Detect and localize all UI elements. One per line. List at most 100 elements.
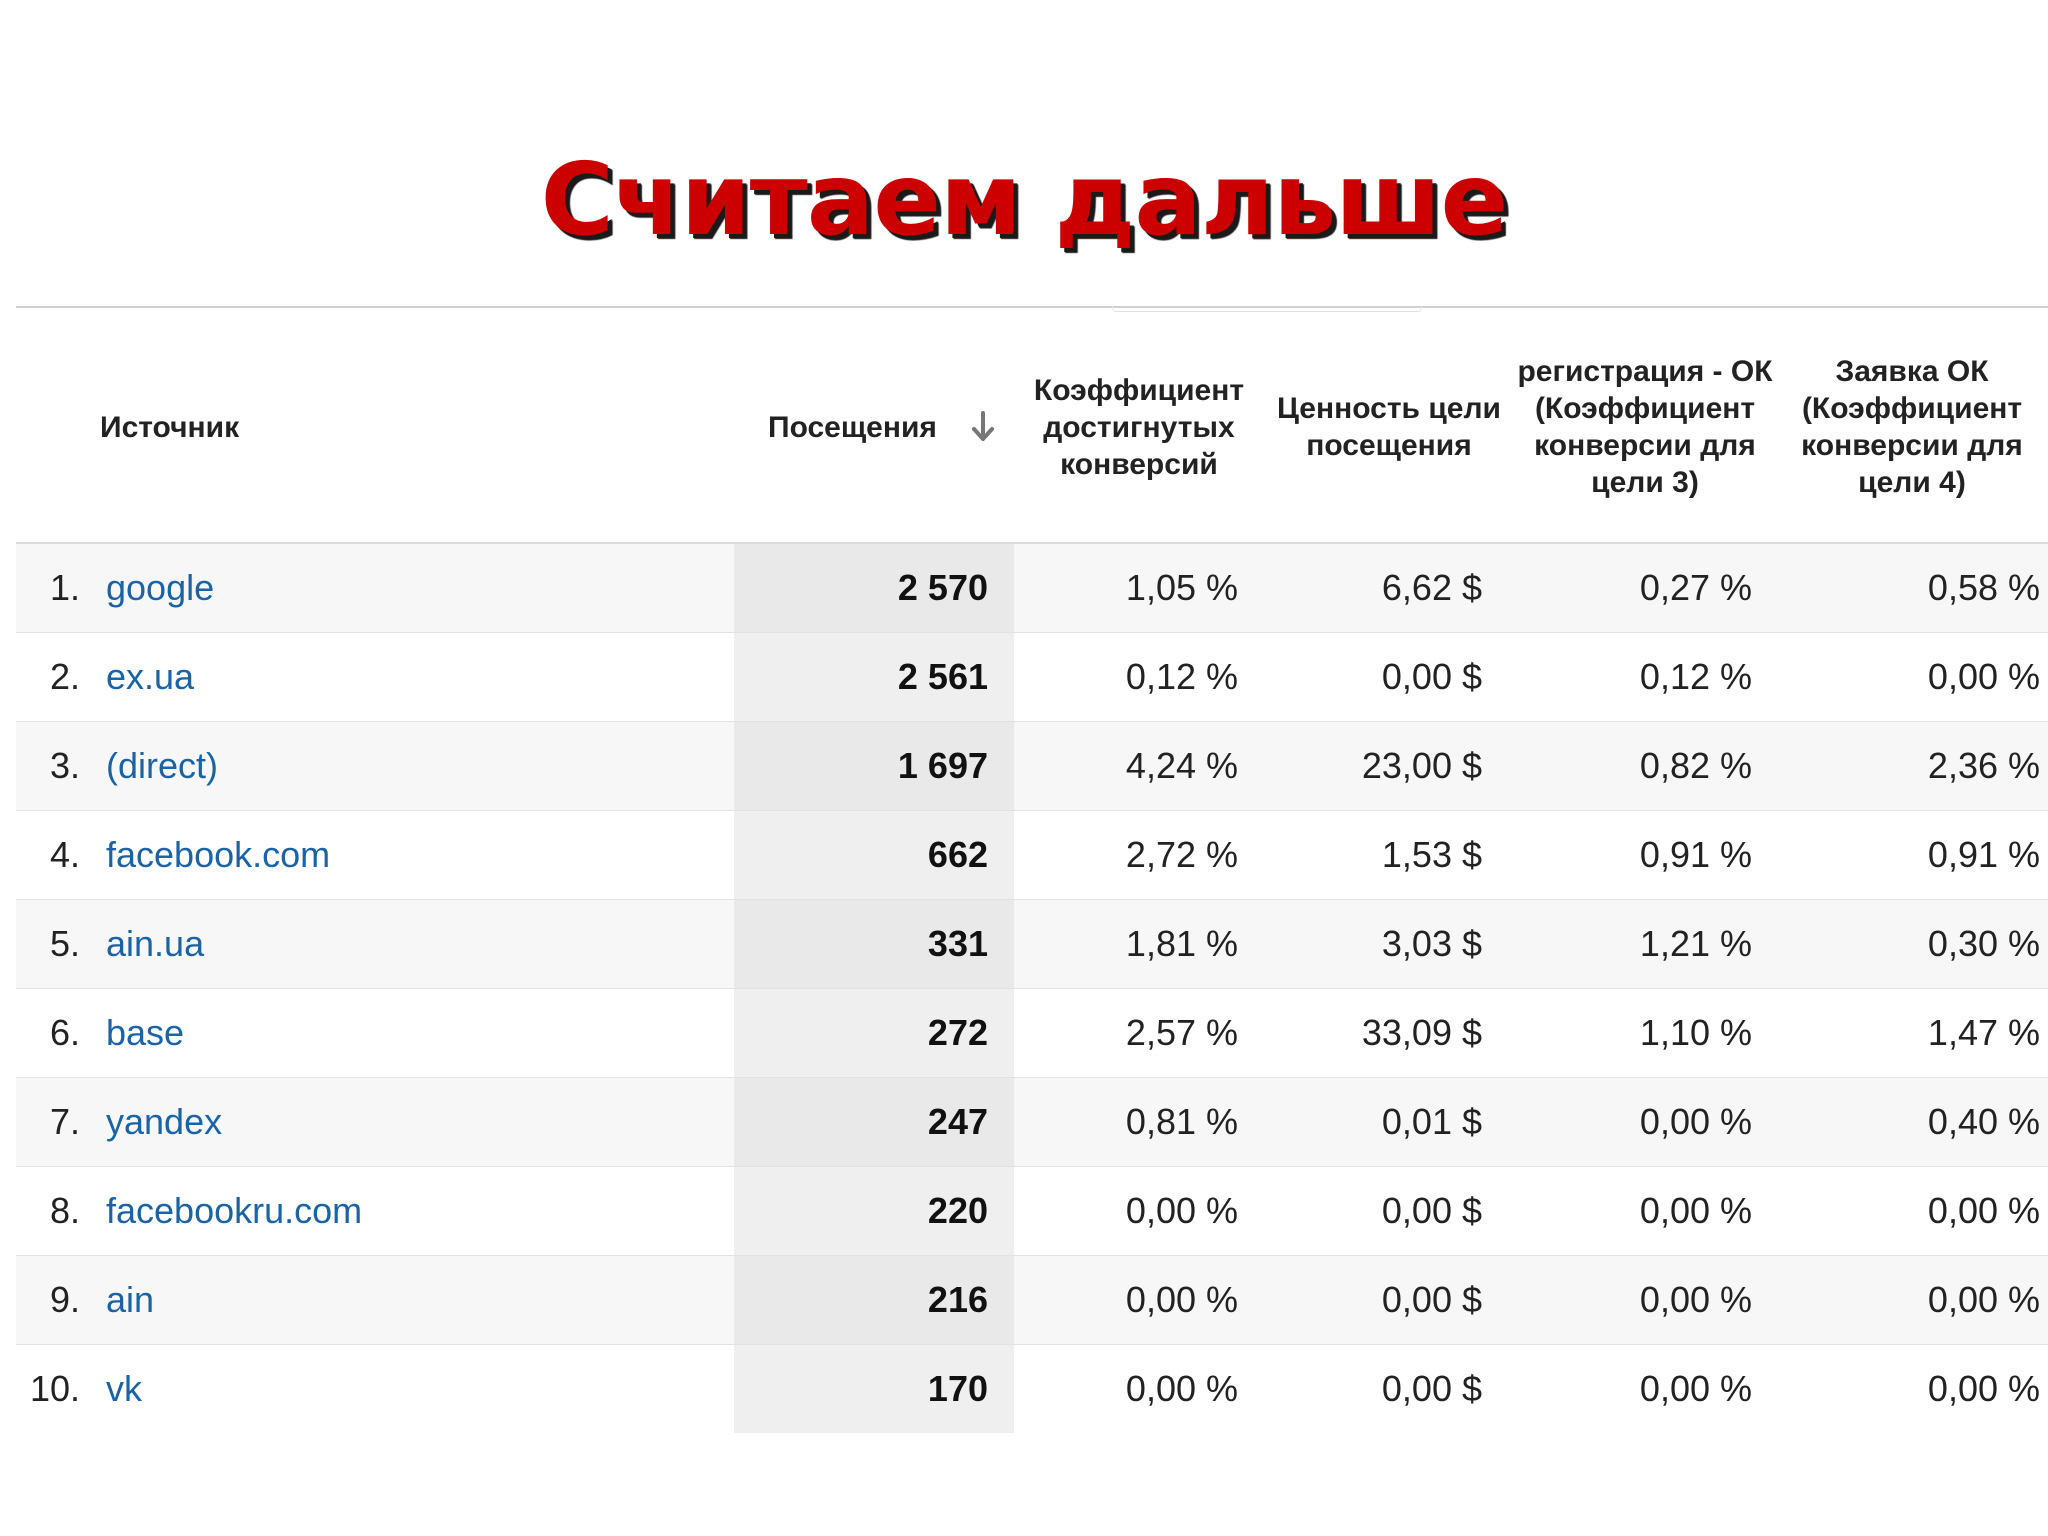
- table-row: 3. (direct) 1 697 4,24 % 23,00 $ 0,82 % …: [16, 722, 2048, 811]
- row-number: 2.: [49, 656, 80, 697]
- visits-value: 662: [927, 834, 988, 875]
- request-value: 1,47 %: [1927, 1012, 2040, 1053]
- source-link[interactable]: vk: [106, 1368, 142, 1409]
- goal-value: 0,00 $: [1381, 656, 1482, 697]
- visits-column-shade: [734, 811, 1014, 899]
- table-row: 6. base 272 2,57 % 33,09 $ 1,10 % 1,47 %: [16, 989, 2048, 1078]
- visits-column-shade: [734, 544, 1014, 632]
- table-row: 7. yandex 247 0,81 % 0,01 $ 0,00 % 0,40 …: [16, 1078, 2048, 1167]
- column-header-goal-value[interactable]: Ценность цели посещения: [1264, 312, 1514, 542]
- request-value: 0,58 %: [1927, 567, 2040, 608]
- arrow-down-icon[interactable]: [971, 410, 995, 444]
- request-value: 0,00 %: [1927, 1190, 2040, 1231]
- visits-value: 216: [927, 1279, 988, 1320]
- table-row: 10. vk 170 0,00 % 0,00 $ 0,00 % 0,00 %: [16, 1345, 2048, 1433]
- registration-value: 0,00 %: [1639, 1368, 1752, 1409]
- row-number: 10.: [29, 1368, 80, 1409]
- conversion-value: 2,57 %: [1125, 1012, 1238, 1053]
- conversion-value: 0,00 %: [1125, 1279, 1238, 1320]
- source-link[interactable]: facebook.com: [106, 834, 331, 875]
- table-row: 1. google 2 570 1,05 % 6,62 $ 0,27 % 0,5…: [16, 544, 2048, 633]
- goal-value: 1,53 $: [1381, 834, 1482, 875]
- source-link[interactable]: ain.ua: [106, 923, 205, 964]
- divider: [16, 306, 2048, 308]
- registration-value: 0,91 %: [1639, 834, 1752, 875]
- visits-column-shade: [734, 900, 1014, 988]
- row-number: 6.: [49, 1012, 80, 1053]
- goal-value: 6,62 $: [1381, 567, 1482, 608]
- request-value: 0,40 %: [1927, 1101, 2040, 1142]
- source-link[interactable]: facebookru.com: [106, 1190, 363, 1231]
- row-number: 8.: [49, 1190, 80, 1231]
- visits-column-shade: [734, 722, 1014, 810]
- row-number: 7.: [49, 1101, 80, 1142]
- row-number: 5.: [49, 923, 80, 964]
- column-header-conversion-label: Коэффициент достигнутых конверсий: [1033, 373, 1245, 481]
- column-header-registration-label: регистрация - ОК (Коэффициент конверсии …: [1517, 355, 1773, 499]
- visits-column-shade: [734, 989, 1014, 1077]
- visits-column-shade: [734, 633, 1014, 721]
- column-header-conversion[interactable]: Коэффициент достигнутых конверсий: [1014, 312, 1264, 542]
- goal-value: 23,00 $: [1361, 745, 1482, 786]
- goal-value: 33,09 $: [1361, 1012, 1482, 1053]
- column-header-visits-label: Посещения: [768, 410, 937, 444]
- request-value: 0,30 %: [1927, 923, 2040, 964]
- registration-value: 1,10 %: [1639, 1012, 1752, 1053]
- registration-value: 0,00 %: [1639, 1190, 1752, 1231]
- source-link[interactable]: yandex: [106, 1101, 223, 1142]
- visits-value: 1 697: [897, 745, 988, 786]
- source-link[interactable]: google: [106, 567, 215, 608]
- column-header-visits[interactable]: Посещения: [734, 312, 1014, 542]
- registration-value: 1,21 %: [1639, 923, 1752, 964]
- table-row: 4. facebook.com 662 2,72 % 1,53 $ 0,91 %…: [16, 811, 2048, 900]
- visits-column-shade: [734, 1078, 1014, 1166]
- visits-value: 220: [927, 1190, 988, 1231]
- column-header-request-label: Заявка ОК (Коэффициент конверсии для цел…: [1801, 355, 2023, 499]
- registration-value: 0,27 %: [1639, 567, 1752, 608]
- goal-value: 0,00 $: [1381, 1368, 1482, 1409]
- column-header-registration[interactable]: регистрация - ОК (Коэффициент конверсии …: [1514, 312, 1776, 542]
- source-link[interactable]: (direct): [106, 745, 219, 786]
- row-number: 3.: [49, 745, 80, 786]
- row-number: 1.: [49, 567, 80, 608]
- request-value: 2,36 %: [1927, 745, 2040, 786]
- source-link[interactable]: base: [106, 1012, 185, 1053]
- source-link[interactable]: ex.ua: [106, 656, 195, 697]
- table-row: 9. ain 216 0,00 % 0,00 $ 0,00 % 0,00 %: [16, 1256, 2048, 1345]
- visits-column-shade: [734, 1256, 1014, 1344]
- column-header-source[interactable]: Источник: [100, 312, 500, 542]
- visits-value: 2 570: [897, 567, 988, 608]
- column-header-source-label: Источник: [100, 410, 240, 444]
- conversion-value: 0,81 %: [1125, 1101, 1238, 1142]
- source-link[interactable]: ain: [106, 1279, 155, 1320]
- request-value: 0,00 %: [1927, 1368, 2040, 1409]
- goal-value: 0,00 $: [1381, 1279, 1482, 1320]
- visits-column-shade: [734, 1167, 1014, 1255]
- visits-value: 2 561: [897, 656, 988, 697]
- visits-value: 247: [927, 1101, 988, 1142]
- registration-value: 0,82 %: [1639, 745, 1752, 786]
- divider-tab: [1112, 306, 1422, 312]
- request-value: 0,00 %: [1927, 1279, 2040, 1320]
- column-header-request[interactable]: Заявка ОК (Коэффициент конверсии для цел…: [1776, 312, 2048, 542]
- request-value: 0,91 %: [1927, 834, 2040, 875]
- goal-value: 3,03 $: [1381, 923, 1482, 964]
- conversion-value: 1,81 %: [1125, 923, 1238, 964]
- table-row: 5. ain.ua 331 1,81 % 3,03 $ 1,21 % 0,30 …: [16, 900, 2048, 989]
- conversion-value: 0,00 %: [1125, 1190, 1238, 1231]
- visits-value: 170: [927, 1368, 988, 1409]
- visits-column-shade: [734, 1345, 1014, 1433]
- conversion-value: 4,24 %: [1125, 745, 1238, 786]
- slide-title: Считаем дальше: [540, 141, 1509, 258]
- visits-value: 272: [927, 1012, 988, 1053]
- visits-value: 331: [927, 923, 988, 964]
- goal-value: 0,01 $: [1381, 1101, 1482, 1142]
- row-number: 9.: [49, 1279, 80, 1320]
- conversion-value: 2,72 %: [1125, 834, 1238, 875]
- table-header: Источник Посещения Коэффициент достигнут…: [16, 312, 2048, 544]
- table-row: 2. ex.ua 2 561 0,12 % 0,00 $ 0,12 % 0,00…: [16, 633, 2048, 722]
- table-row: 8. facebookru.com 220 0,00 % 0,00 $ 0,00…: [16, 1167, 2048, 1256]
- request-value: 0,00 %: [1927, 656, 2040, 697]
- column-header-goal-value-label: Ценность цели посещения: [1277, 392, 1501, 462]
- goal-value: 0,00 $: [1381, 1190, 1482, 1231]
